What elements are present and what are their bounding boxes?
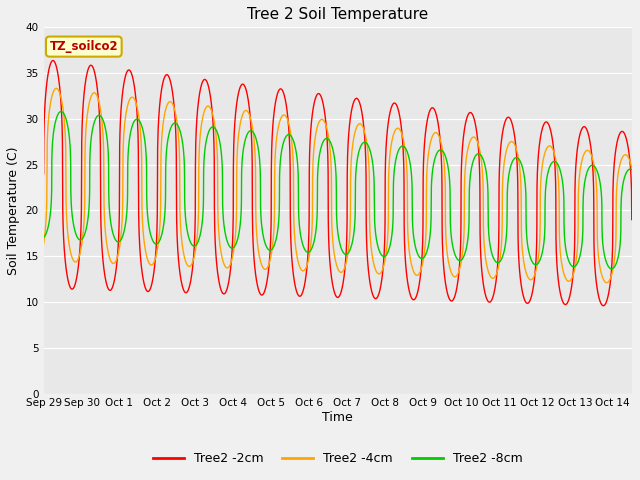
Line: Tree2 -4cm: Tree2 -4cm: [44, 88, 632, 283]
Tree2 -2cm: [323, 137, 331, 143]
Tree2 -2cm: [49, 58, 57, 63]
Tree2 -8cm: [504, 181, 511, 187]
Tree2 -8cm: [372, 237, 380, 242]
Tree2 -8cm: [607, 266, 615, 272]
Tree2 -4cm: [623, 153, 631, 158]
Tree2 -4cm: [307, 240, 315, 246]
Tree2 -8cm: [307, 247, 315, 252]
Tree2 -2cm: [504, 114, 511, 120]
Tree2 -4cm: [52, 85, 60, 91]
Title: Tree 2 Soil Temperature: Tree 2 Soil Temperature: [247, 7, 428, 22]
Tree2 -8cm: [294, 168, 302, 174]
Y-axis label: Soil Temperature (C): Soil Temperature (C): [7, 146, 20, 275]
Tree2 -4cm: [40, 241, 47, 247]
Tree2 -2cm: [372, 295, 380, 301]
Tree2 -8cm: [628, 167, 636, 172]
Tree2 -2cm: [628, 216, 636, 222]
Tree2 -2cm: [623, 139, 631, 145]
Line: Tree2 -2cm: Tree2 -2cm: [44, 60, 632, 306]
Text: TZ_soilco2: TZ_soilco2: [49, 40, 118, 53]
Tree2 -4cm: [628, 165, 636, 171]
Tree2 -4cm: [372, 269, 380, 275]
Tree2 -2cm: [307, 124, 315, 130]
Tree2 -8cm: [623, 168, 631, 174]
Legend: Tree2 -2cm, Tree2 -4cm, Tree2 -8cm: Tree2 -2cm, Tree2 -4cm, Tree2 -8cm: [148, 447, 528, 470]
Tree2 -8cm: [40, 235, 47, 240]
Tree2 -8cm: [57, 108, 65, 114]
Line: Tree2 -8cm: Tree2 -8cm: [44, 111, 632, 269]
X-axis label: Time: Time: [323, 411, 353, 424]
Tree2 -4cm: [504, 144, 511, 149]
Tree2 -2cm: [294, 292, 302, 298]
Tree2 -2cm: [40, 171, 47, 177]
Tree2 -8cm: [323, 135, 331, 141]
Tree2 -4cm: [294, 258, 302, 264]
Tree2 -4cm: [603, 280, 611, 286]
Tree2 -2cm: [600, 303, 607, 309]
Tree2 -4cm: [323, 127, 331, 132]
